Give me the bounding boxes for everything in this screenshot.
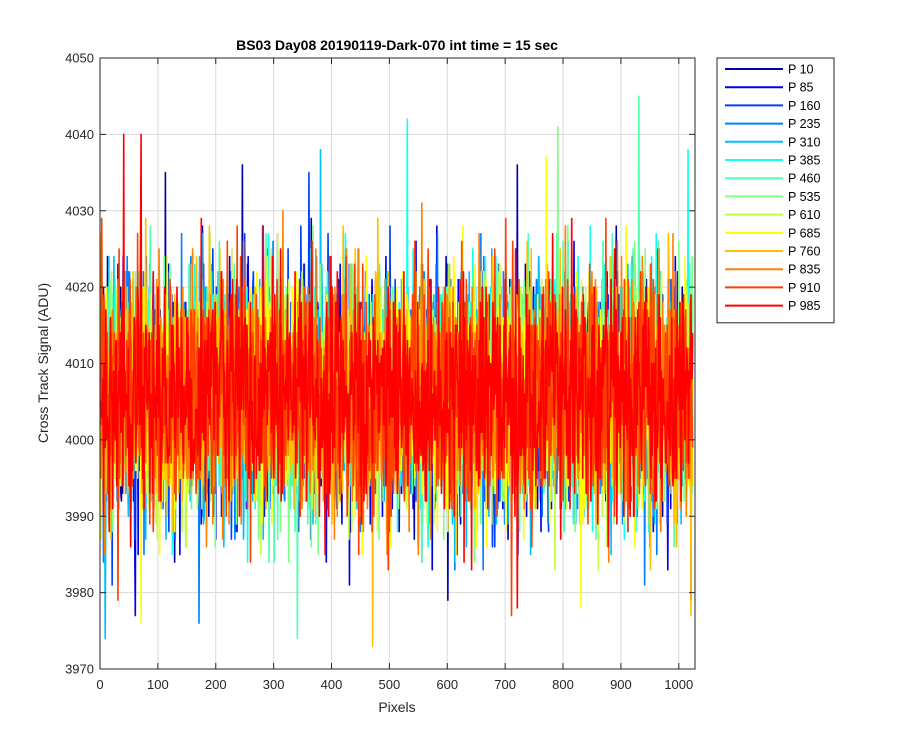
legend-label: P 460	[788, 172, 820, 186]
x-axis-label: Pixels	[378, 699, 415, 715]
x-tick-label: 100	[147, 677, 169, 692]
legend-label: P 535	[788, 190, 820, 204]
y-tick-label: 4040	[65, 127, 94, 142]
legend-label: P 685	[788, 226, 820, 240]
x-tick-label: 1000	[664, 677, 693, 692]
legend-label: P 385	[788, 154, 820, 168]
y-tick-label: 4000	[65, 432, 94, 447]
x-tick-label: 0	[96, 677, 103, 692]
x-tick-label: 400	[321, 677, 343, 692]
legend-label: P 10	[788, 63, 814, 77]
y-tick-label: 3990	[65, 509, 94, 524]
legend-label: P 835	[788, 263, 820, 277]
y-tick-label: 4020	[65, 280, 94, 295]
y-tick-label: 4010	[65, 356, 94, 371]
x-tick-label: 800	[552, 677, 574, 692]
legend-label: P 610	[788, 208, 820, 222]
legend-label: P 235	[788, 117, 820, 131]
axis-ticks: 0 100 200 300 400 500 600 700 800 900 1000 3970 3980…	[65, 51, 695, 692]
series-line-p985	[100, 133, 694, 609]
chart-title: BS03 Day08 20190119-Dark-070 int time = …	[236, 37, 558, 53]
x-tick-label: 300	[263, 677, 285, 692]
y-axis-label: Cross Track Signal (ADU)	[35, 283, 51, 443]
legend-box	[716, 57, 835, 324]
legend-label: P 310	[788, 135, 820, 149]
legend-label: P 760	[788, 245, 820, 259]
x-tick-label: 600	[436, 677, 458, 692]
legend-label: P 985	[788, 299, 820, 313]
x-tick-label: 700	[494, 677, 516, 692]
legend-label: P 85	[788, 81, 814, 95]
x-tick-label: 500	[379, 677, 401, 692]
legend: P 10 P 85 P 160 P 235 P 310 P 385 P 460 P 535 P …	[716, 57, 835, 324]
y-tick-label: 4030	[65, 203, 94, 218]
legend-label: P 910	[788, 281, 820, 295]
series-layer	[100, 95, 694, 647]
y-tick-label: 3980	[65, 585, 94, 600]
y-tick-label: 4050	[65, 51, 94, 66]
legend-label: P 160	[788, 99, 820, 113]
y-tick-label: 3970	[65, 662, 94, 677]
x-tick-label: 200	[205, 677, 227, 692]
x-tick-label: 900	[610, 677, 632, 692]
